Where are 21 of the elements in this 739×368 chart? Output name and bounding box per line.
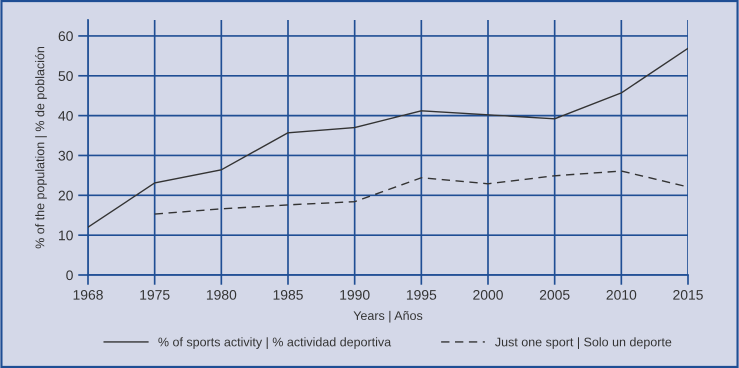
x-tick-label: 1975 xyxy=(140,290,170,300)
x-tick-label: 1980 xyxy=(206,290,236,300)
x-tick-label: 2015 xyxy=(673,290,703,300)
x-tick-label: 1985 xyxy=(274,290,303,300)
y-axis-title: % of the population | % de población xyxy=(35,46,47,248)
x-tick-label: 2010 xyxy=(606,290,636,300)
y-tick-label: 60 xyxy=(58,31,73,42)
x-tick-label: 1990 xyxy=(340,290,370,300)
y-tick-label: 40 xyxy=(58,110,73,121)
x-axis-title: Years | Años xyxy=(354,310,422,323)
y-tick-label: 10 xyxy=(59,230,73,240)
x-tick-label: 1995 xyxy=(406,290,436,300)
legend-label: Just one sport | Solo un deporte xyxy=(495,337,672,349)
x-tick-label: 2005 xyxy=(540,290,570,300)
y-tick-label: 0 xyxy=(66,270,73,280)
legend-label: % of sports activity | % actividad deportiva xyxy=(158,337,392,349)
x-tick-label: 1968 xyxy=(74,290,103,300)
x-tick-label: 2000 xyxy=(473,290,503,300)
y-tick-label: 20 xyxy=(58,190,73,200)
y-tick-label: 50 xyxy=(58,71,73,81)
y-tick-label: 30 xyxy=(58,150,73,161)
